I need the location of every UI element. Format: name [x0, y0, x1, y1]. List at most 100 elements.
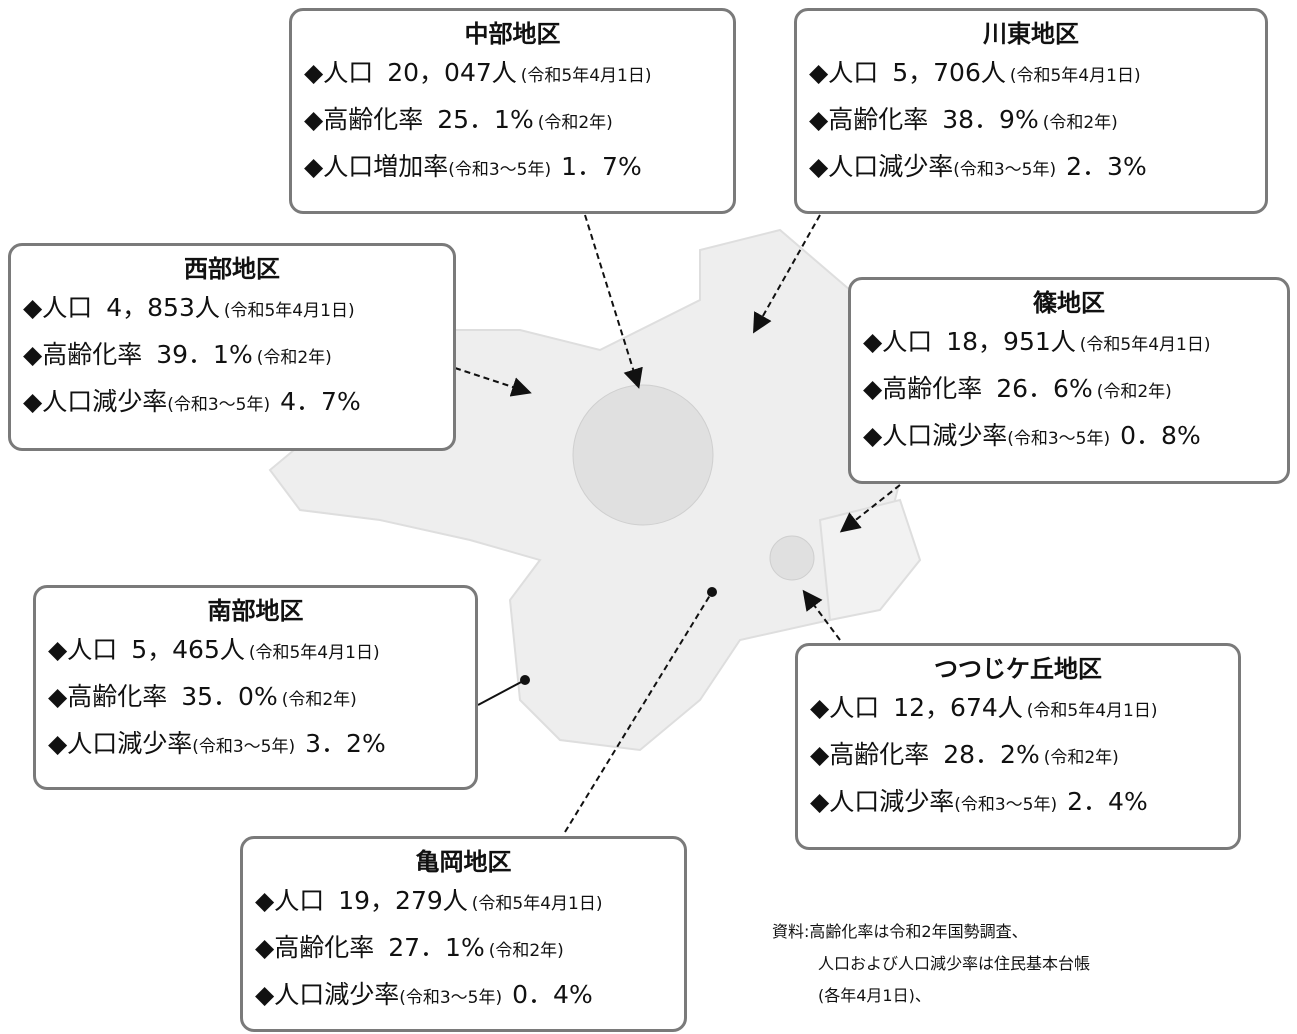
stat-label: ◆人口 — [810, 693, 880, 722]
stat-label: ◆高齢化率 — [304, 105, 424, 134]
stat-value: 2．3% — [1066, 152, 1147, 181]
stat-note: (令和3～5年) — [192, 737, 296, 757]
stat-label: ◆高齢化率 — [863, 374, 983, 403]
stat-value: 26．6% — [996, 374, 1093, 403]
stat-note: (令和2年) — [1043, 748, 1119, 768]
stat-note: (令和2年) — [1042, 113, 1118, 133]
leader — [477, 679, 526, 706]
stat-line: ◆高齢化率 28．2% (令和2年) — [810, 733, 1226, 780]
stat-label: ◆人口 — [304, 58, 374, 87]
stat-note: (令和5年4月1日) — [248, 643, 380, 663]
stat-label: ◆高齢化率 — [255, 933, 375, 962]
stat-note: (令和3～5年) — [954, 795, 1058, 815]
region-box: つつじケ丘地区 ◆人口 12，674人 (令和5年4月1日) ◆高齢化率 28．2% (令和… — [795, 643, 1241, 850]
source-line: (各年4月1日)、 — [818, 986, 931, 1005]
stat-value: 35．0% — [181, 682, 278, 711]
stat-value: 0．8% — [1120, 421, 1201, 450]
stat-note: (令和3～5年) — [1007, 429, 1111, 449]
stat-line: ◆人口減少率(令和3～5年) 4．7% — [23, 380, 441, 427]
stat-value: 28．2% — [943, 740, 1040, 769]
stat-note: (令和3～5年) — [953, 160, 1057, 180]
stat-note: (令和5年4月1日) — [223, 301, 355, 321]
stat-line: ◆高齢化率 35．0% (令和2年) — [48, 675, 463, 722]
stat-line: ◆人口 12，674人 (令和5年4月1日) — [810, 686, 1226, 733]
stat-line: ◆高齢化率 38．9% (令和2年) — [809, 98, 1253, 145]
stat-label: ◆人口 — [48, 635, 118, 664]
source-line: 資料:高齢化率は令和2年国勢調査、 — [772, 922, 1028, 941]
region-box: 亀岡地区 ◆人口 19，279人 (令和5年4月1日) ◆高齢化率 27．1% (令和2年)… — [240, 836, 687, 1032]
stat-line: ◆人口増加率(令和3～5年) 1．7% — [304, 145, 721, 192]
stat-value: 25．1% — [437, 105, 534, 134]
stat-value: 19，279人 — [338, 886, 468, 915]
region-title: つつじケ丘地区 — [934, 655, 1102, 683]
stat-line: ◆高齢化率 25．1% (令和2年) — [304, 98, 721, 145]
leader — [454, 367, 532, 397]
stat-line: ◆高齢化率 39．1% (令和2年) — [23, 333, 441, 380]
stat-note: (令和5年4月1日) — [471, 894, 603, 914]
stat-label: ◆人口減少率 — [810, 787, 955, 816]
stat-note: (令和2年) — [256, 348, 332, 368]
stat-note: (令和3～5年) — [399, 988, 503, 1008]
stat-line: ◆人口減少率(令和3～5年) 0．8% — [863, 414, 1275, 461]
stat-note: (令和2年) — [281, 690, 357, 710]
region-title: 川東地区 — [983, 20, 1079, 48]
stat-value: 1．7% — [561, 152, 642, 181]
stat-value: 2．4% — [1067, 787, 1148, 816]
stat-note: (令和5年4月1日) — [1009, 66, 1141, 86]
stat-line: ◆人口 18，951人 (令和5年4月1日) — [863, 320, 1275, 367]
leader — [753, 214, 821, 334]
stat-label: ◆人口 — [23, 293, 93, 322]
tsutsujigaoka-area — [769, 535, 815, 581]
stat-line: ◆人口減少率(令和3～5年) 0．4% — [255, 973, 672, 1020]
region-box: 西部地区 ◆人口 4，853人 (令和5年4月1日) ◆高齢化率 39．1% (令和2年) ◆… — [8, 243, 456, 451]
stat-value: 12，674人 — [893, 693, 1023, 722]
stat-note: (令和2年) — [488, 941, 564, 961]
leaders — [454, 214, 901, 833]
stat-label: ◆人口 — [863, 327, 933, 356]
stat-line: ◆人口 20，047人 (令和5年4月1日) — [304, 51, 721, 98]
region-title: 西部地区 — [184, 255, 280, 283]
stat-label: ◆高齢化率 — [810, 740, 930, 769]
region-box: 中部地区 ◆人口 20，047人 (令和5年4月1日) ◆高齢化率 25．1% (令和2年)… — [289, 8, 736, 214]
stat-line: ◆人口減少率(令和3～5年) 2．3% — [809, 145, 1253, 192]
city-center — [572, 384, 714, 526]
stat-value: 4．7% — [280, 387, 361, 416]
stat-label: ◆高齢化率 — [23, 340, 143, 369]
stat-value: 27．1% — [388, 933, 485, 962]
region-title: 亀岡地区 — [415, 848, 512, 876]
stat-value: 39．1% — [156, 340, 253, 369]
stat-note: (令和3～5年) — [448, 160, 552, 180]
leader-dot — [520, 675, 530, 685]
stat-line: ◆人口 4，853人 (令和5年4月1日) — [23, 286, 441, 333]
stat-note: (令和5年4月1日) — [1026, 701, 1158, 721]
stat-label: ◆人口増加率 — [304, 152, 449, 181]
stat-label: ◆人口減少率 — [863, 421, 1008, 450]
source-line: 人口および人口減少率は住民基本台帳 — [818, 954, 1091, 973]
region-box: 南部地区 ◆人口 5，465人 (令和5年4月1日) ◆高齢化率 35．0% (令和2年) ◆… — [33, 585, 478, 790]
region-title: 中部地区 — [464, 20, 561, 48]
stat-note: (令和2年) — [537, 113, 613, 133]
region-title: 篠地区 — [1033, 289, 1105, 317]
stat-value: 38．9% — [942, 105, 1039, 134]
stat-note: (令和3～5年) — [167, 395, 271, 415]
stat-value: 5，706人 — [892, 58, 1006, 87]
stat-value: 3．2% — [305, 729, 386, 758]
source-note: 資料:高齢化率は令和2年国勢調査、人口および人口減少率は住民基本台帳 (各年4月1… — [772, 916, 1090, 1012]
stat-line: ◆人口減少率(令和3～5年) 3．2% — [48, 722, 463, 769]
stat-value: 18，951人 — [946, 327, 1076, 356]
stat-line: ◆人口 5，465人 (令和5年4月1日) — [48, 628, 463, 675]
stat-label: ◆高齢化率 — [809, 105, 929, 134]
stat-label: ◆高齢化率 — [48, 682, 168, 711]
stat-label: ◆人口 — [255, 886, 325, 915]
region-title: 南部地区 — [207, 597, 304, 625]
stat-label: ◆人口 — [809, 58, 879, 87]
leader-dot — [707, 587, 717, 597]
stat-line: ◆人口 19，279人 (令和5年4月1日) — [255, 879, 672, 926]
stat-label: ◆人口減少率 — [48, 729, 193, 758]
stat-line: ◆人口 5，706人 (令和5年4月1日) — [809, 51, 1253, 98]
stat-line: ◆人口減少率(令和3～5年) 2．4% — [810, 780, 1226, 827]
stat-value: 4，853人 — [106, 293, 220, 322]
region-box: 川東地区 ◆人口 5，706人 (令和5年4月1日) ◆高齢化率 38．9% (令和2年) ◆… — [794, 8, 1268, 214]
stat-value: 5，465人 — [131, 635, 245, 664]
